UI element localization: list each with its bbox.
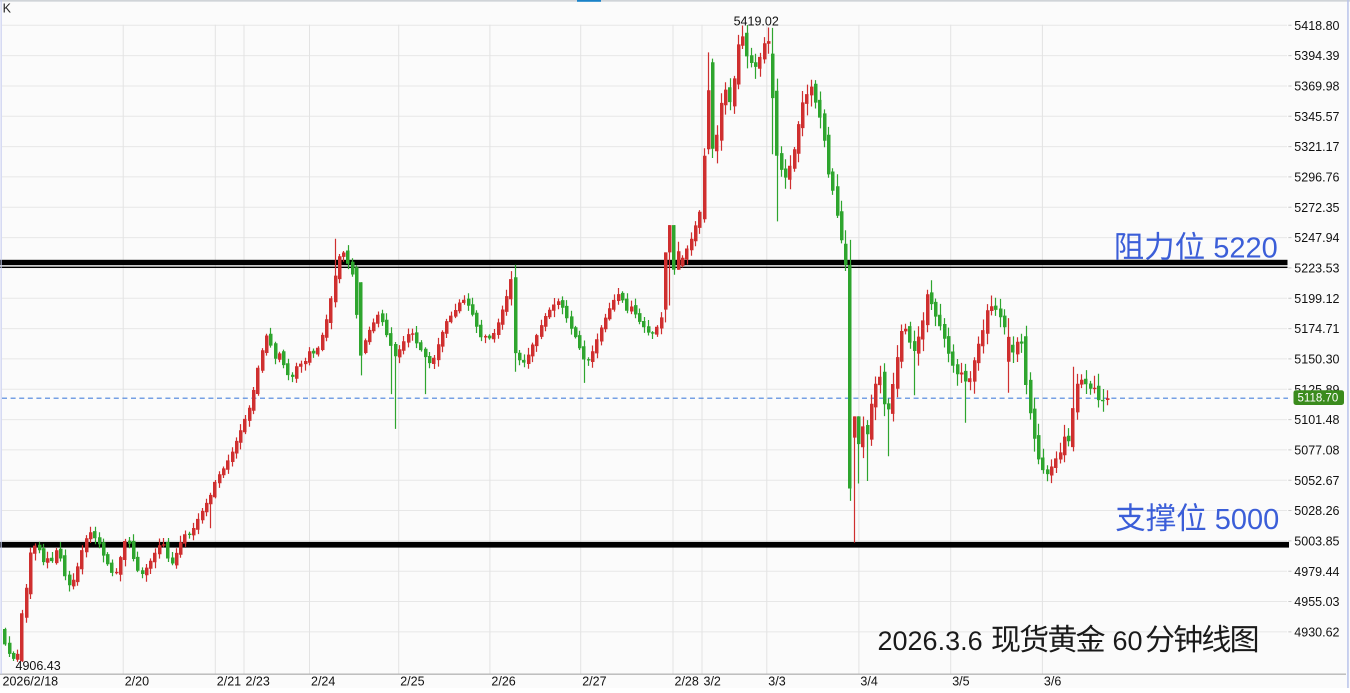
- svg-text:5418.80: 5418.80: [1294, 19, 1339, 33]
- svg-text:2/24: 2/24: [311, 675, 335, 688]
- svg-text:5118.70: 5118.70: [1298, 393, 1339, 405]
- svg-text:3/5: 3/5: [952, 675, 969, 688]
- svg-text:5003.85: 5003.85: [1294, 535, 1339, 549]
- svg-text:2/23: 2/23: [246, 675, 270, 688]
- svg-text:5345.57: 5345.57: [1294, 110, 1339, 124]
- svg-text:5077.08: 5077.08: [1294, 444, 1339, 458]
- svg-text:5000: 5000: [1215, 504, 1280, 536]
- svg-text:5247.94: 5247.94: [1294, 231, 1339, 245]
- svg-text:4979.44: 4979.44: [1294, 565, 1339, 579]
- svg-text:3/6: 3/6: [1044, 675, 1061, 688]
- svg-text:2/25: 2/25: [400, 675, 424, 688]
- svg-text:5101.48: 5101.48: [1294, 413, 1339, 427]
- svg-text:3/3: 3/3: [768, 675, 785, 688]
- svg-text:3/2: 3/2: [704, 675, 721, 688]
- svg-text:5272.35: 5272.35: [1294, 201, 1339, 215]
- svg-text:4930.62: 4930.62: [1294, 626, 1339, 640]
- svg-text:5028.26: 5028.26: [1294, 504, 1339, 518]
- svg-text:5199.12: 5199.12: [1294, 292, 1339, 306]
- svg-text:5150.30: 5150.30: [1294, 353, 1339, 367]
- svg-text:5419.02: 5419.02: [734, 14, 779, 28]
- svg-text:2/20: 2/20: [125, 675, 149, 688]
- svg-text:2/28: 2/28: [675, 675, 699, 688]
- svg-text:5321.17: 5321.17: [1294, 140, 1339, 154]
- svg-text:2/21: 2/21: [217, 675, 241, 688]
- svg-text:2026/2/18: 2026/2/18: [3, 675, 59, 688]
- svg-text:5052.67: 5052.67: [1294, 474, 1339, 488]
- svg-text:4906.43: 4906.43: [16, 659, 61, 673]
- svg-text:2/26: 2/26: [491, 675, 515, 688]
- svg-text:5369.98: 5369.98: [1294, 80, 1339, 94]
- svg-text:5394.39: 5394.39: [1294, 49, 1339, 63]
- svg-text:5220: 5220: [1213, 233, 1278, 265]
- svg-text:2026.3.6: 2026.3.6: [878, 626, 983, 656]
- svg-text:K: K: [3, 2, 12, 16]
- svg-text:2/27: 2/27: [582, 675, 606, 688]
- svg-text:5296.76: 5296.76: [1294, 171, 1339, 185]
- svg-text:60: 60: [1113, 626, 1143, 656]
- svg-text:5223.53: 5223.53: [1294, 262, 1339, 276]
- svg-text:4955.03: 4955.03: [1294, 595, 1339, 609]
- svg-text:5174.71: 5174.71: [1294, 322, 1339, 336]
- svg-text:3/4: 3/4: [860, 675, 877, 688]
